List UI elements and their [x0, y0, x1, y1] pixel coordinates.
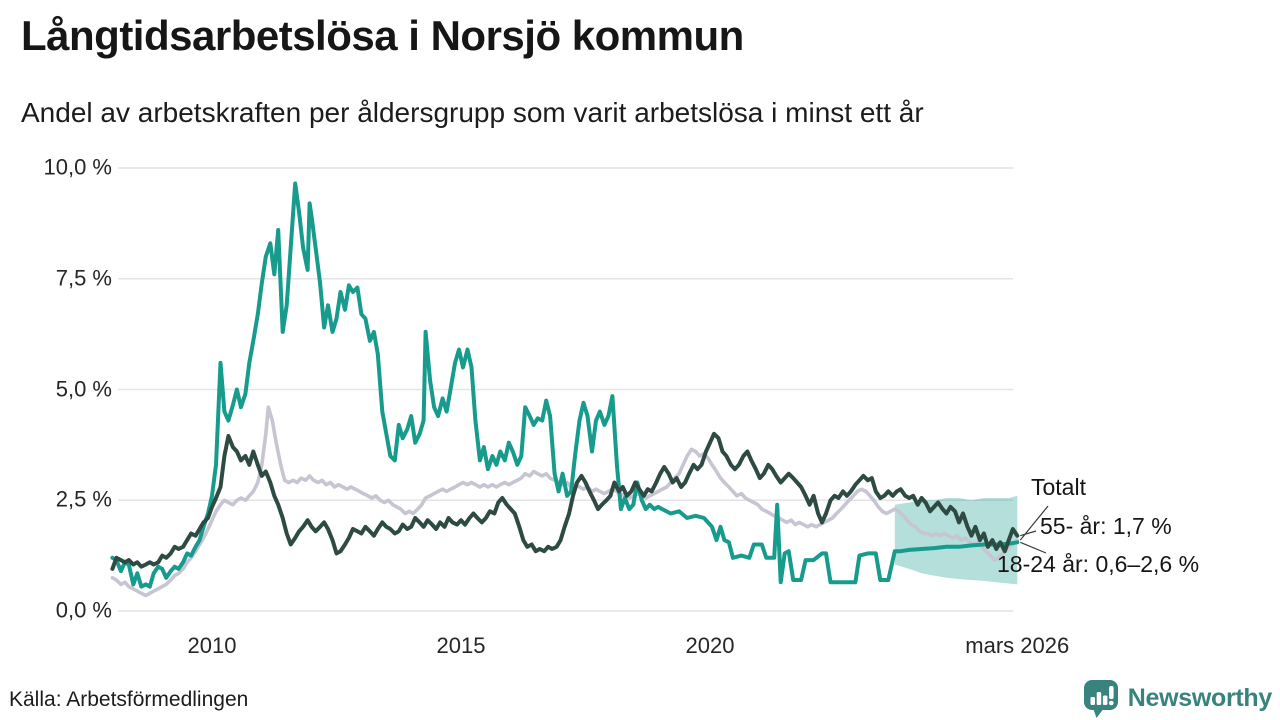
series-line-55: [110, 431, 1020, 571]
y-axis-tick-label: 7,5 %: [55, 265, 112, 291]
annotation-leader-line: [1020, 530, 1037, 537]
y-axis-tick-label: 2,5 %: [55, 486, 112, 512]
series-line-totalt: [110, 405, 1020, 598]
newsworthy-wordmark: Newsworthy: [1127, 684, 1273, 712]
x-axis-tick-label: 2015: [436, 633, 486, 658]
source-note: Källa: Arbetsförmedlingen: [9, 688, 249, 711]
newsworthy-bubble-chart-icon: [1083, 680, 1118, 718]
newsworthy-logo: Newsworthy: [1081, 678, 1272, 719]
y-axis-tick-label: 10,0 %: [43, 154, 113, 180]
x-axis-tick-label: mars 2026: [965, 633, 1070, 658]
forecast-band-18-24: [894, 495, 1018, 585]
annotation-18-24-ar: 18-24 år: 0,6–2,6 %: [997, 551, 1200, 577]
y-axis-tick-label: 5,0 %: [55, 375, 112, 401]
x-axis-tick-label: 2020: [685, 633, 735, 658]
annotation-totalt: Totalt: [1031, 474, 1086, 500]
x-axis-tick-label: 2010: [187, 633, 237, 658]
y-axis-tick-label: 0,0 %: [55, 597, 112, 623]
annotation-leader-line: [1020, 541, 1047, 554]
chart-title: Långtidsarbetslösa i Norsjö kommun: [21, 12, 744, 59]
chart-subtitle: Andel av arbetskraften per åldersgrupp s…: [21, 97, 924, 128]
annotation-55-ar: 55- år: 1,7 %: [1040, 513, 1172, 539]
series-line-18-24: [110, 181, 1020, 589]
